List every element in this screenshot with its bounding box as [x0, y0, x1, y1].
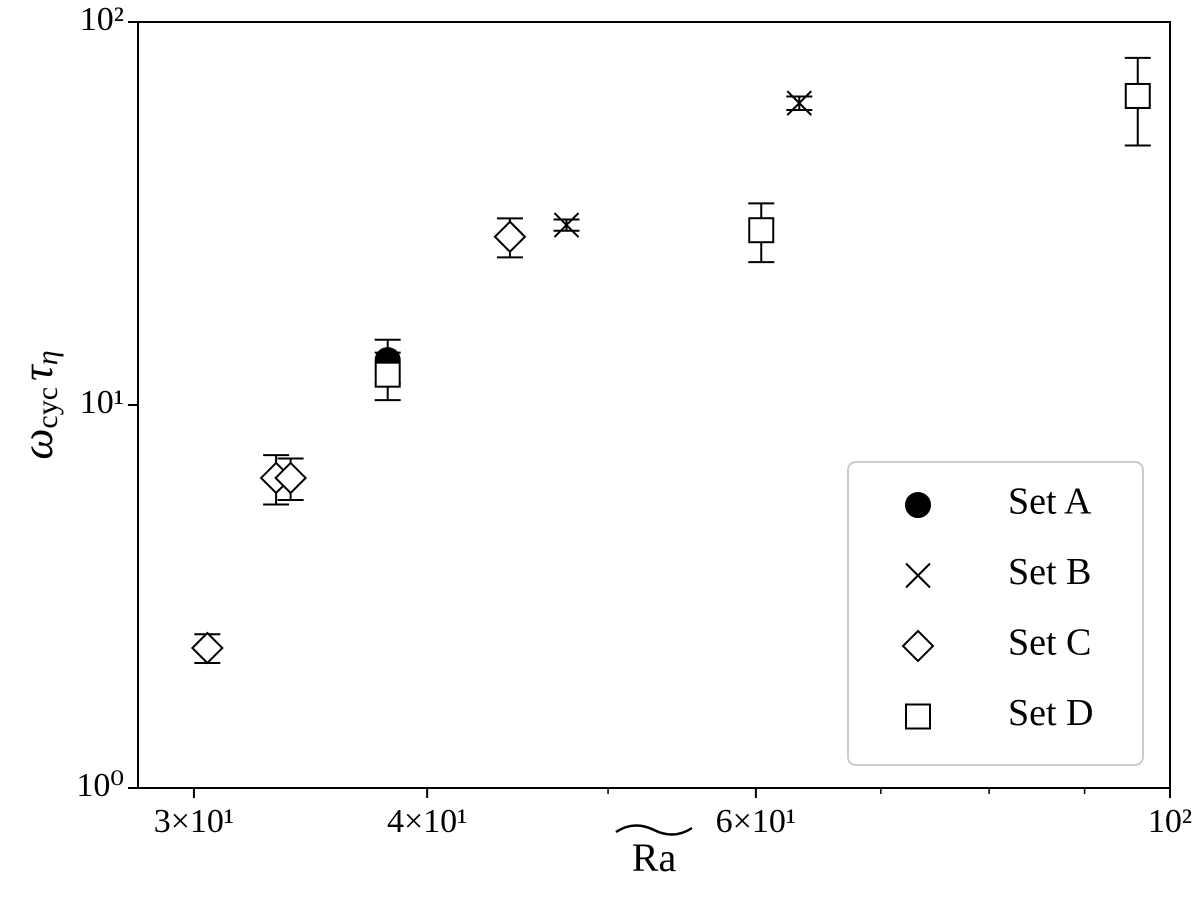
x-axis-label: Ra: [632, 835, 677, 880]
point: [374, 361, 401, 388]
point: [493, 220, 527, 254]
tilde: [615, 824, 693, 836]
point: [1124, 82, 1151, 109]
y-tick-label: 10²: [80, 1, 124, 38]
legend-label: Set B: [1008, 551, 1091, 593]
legend-marker: [905, 562, 931, 589]
point: [748, 217, 775, 244]
point: [786, 90, 812, 116]
x-tick-label: 10²: [1148, 803, 1192, 840]
x-tick-label: 6×10¹: [716, 803, 796, 840]
y-tick-label: 10¹: [80, 384, 124, 421]
legend-label: Set C: [1008, 622, 1091, 664]
y-label-sub: η: [31, 350, 64, 365]
legend-label: Set A: [1008, 481, 1092, 523]
y-axis-label: ωcyc τη: [13, 350, 64, 459]
legend-label: Set D: [1008, 692, 1094, 734]
x-tick-label: 3×10¹: [154, 803, 234, 840]
legend-marker: [901, 629, 935, 663]
legend-frame: [847, 461, 1144, 766]
legend-marker: [905, 492, 931, 518]
legend-marker: [905, 703, 931, 730]
y-label-part: ω: [13, 429, 62, 460]
y-label-part: τ: [13, 363, 62, 381]
point: [190, 631, 224, 665]
y-tick-label: 10⁰: [76, 767, 124, 804]
x-tick-label: 4×10¹: [387, 803, 467, 840]
y-label-sub: cyc: [31, 387, 64, 429]
point: [553, 212, 580, 238]
point: [274, 461, 308, 495]
